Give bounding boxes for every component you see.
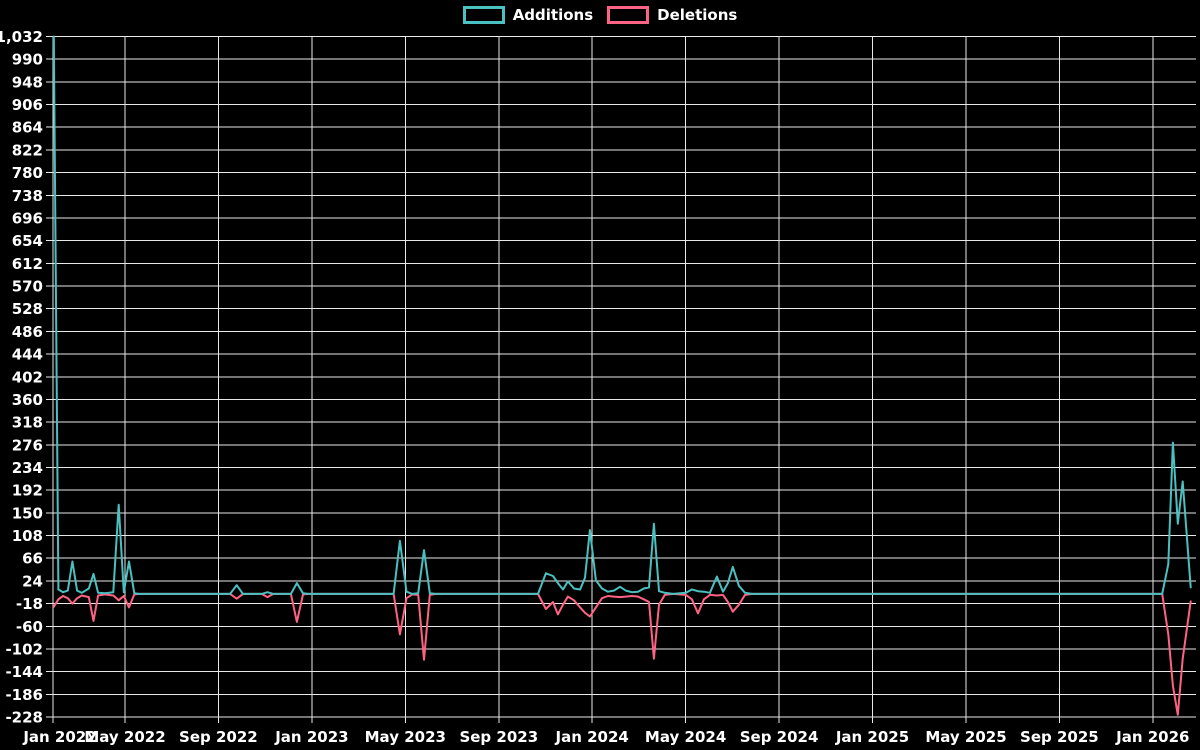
y-tick-label: 276	[12, 436, 43, 454]
x-tick-label: Sep 2023	[459, 728, 538, 746]
x-tick-label: May 2024	[645, 728, 726, 746]
x-tick-label: Jan 2025	[835, 728, 909, 746]
y-tick-label: 444	[12, 346, 43, 364]
legend-label-additions: Additions	[512, 6, 594, 24]
y-tick-label: 234	[12, 459, 43, 477]
y-tick-label: 192	[12, 482, 43, 500]
legend-item-deletions[interactable]: Deletions	[607, 6, 737, 24]
y-tick-label: 738	[12, 187, 43, 205]
y-tick-label: 318	[12, 414, 43, 432]
x-tick-label: Sep 2022	[179, 728, 258, 746]
x-tick-label: Sep 2025	[1020, 728, 1099, 746]
legend-label-deletions: Deletions	[657, 6, 738, 24]
y-tick-label: 66	[22, 550, 43, 568]
y-tick-label: 528	[12, 300, 43, 318]
y-tick-label: 24	[22, 572, 43, 590]
y-tick-label: 570	[12, 278, 43, 296]
additions-swatch-icon	[462, 6, 505, 24]
y-tick-label: -60	[16, 618, 43, 636]
y-tick-label: -18	[16, 595, 43, 613]
gridlines	[46, 36, 1196, 723]
y-tick-label: 654	[12, 232, 43, 250]
y-tick-label: 1,032	[0, 28, 43, 46]
y-tick-label: 780	[12, 164, 43, 182]
y-tick-label: 906	[12, 96, 43, 114]
deletions-swatch-icon	[607, 6, 650, 24]
y-tick-label: 822	[12, 141, 43, 159]
y-tick-label: 948	[12, 73, 43, 91]
y-tick-label: 108	[12, 527, 43, 545]
additions-line	[52, 35, 1192, 595]
deletions-line	[52, 592, 1192, 716]
x-tick-label: May 2023	[365, 728, 446, 746]
y-tick-label: 486	[12, 323, 43, 341]
y-tick-label: 696	[12, 210, 43, 228]
y-tick-label: -228	[5, 709, 43, 727]
x-tick-label: Jan 2024	[555, 728, 629, 746]
x-tick-label: Jan 2026	[1115, 728, 1189, 746]
y-tick-label: 990	[12, 51, 43, 69]
x-tick-label: Jan 2022	[22, 728, 96, 746]
x-tick-label: May 2022	[84, 728, 165, 746]
y-tick-label: 402	[12, 368, 43, 386]
y-tick-label: -102	[5, 640, 43, 658]
x-tick-label: Jan 2023	[274, 728, 348, 746]
y-tick-label: 864	[12, 119, 43, 137]
legend-item-additions[interactable]: Additions	[462, 6, 594, 24]
x-tick-label: Sep 2024	[740, 728, 819, 746]
y-axis-labels: 1,032 990 948 906 864 822 780 738 696 654 612 570 52…	[0, 28, 43, 727]
x-tick-label: May 2025	[925, 728, 1006, 746]
y-tick-label: -144	[5, 663, 43, 681]
chart-legend: Additions Deletions	[0, 6, 1200, 24]
y-tick-label: 360	[12, 391, 43, 409]
y-tick-label: 612	[12, 255, 43, 273]
y-tick-label: -186	[5, 686, 43, 704]
y-tick-label: 150	[12, 504, 43, 522]
